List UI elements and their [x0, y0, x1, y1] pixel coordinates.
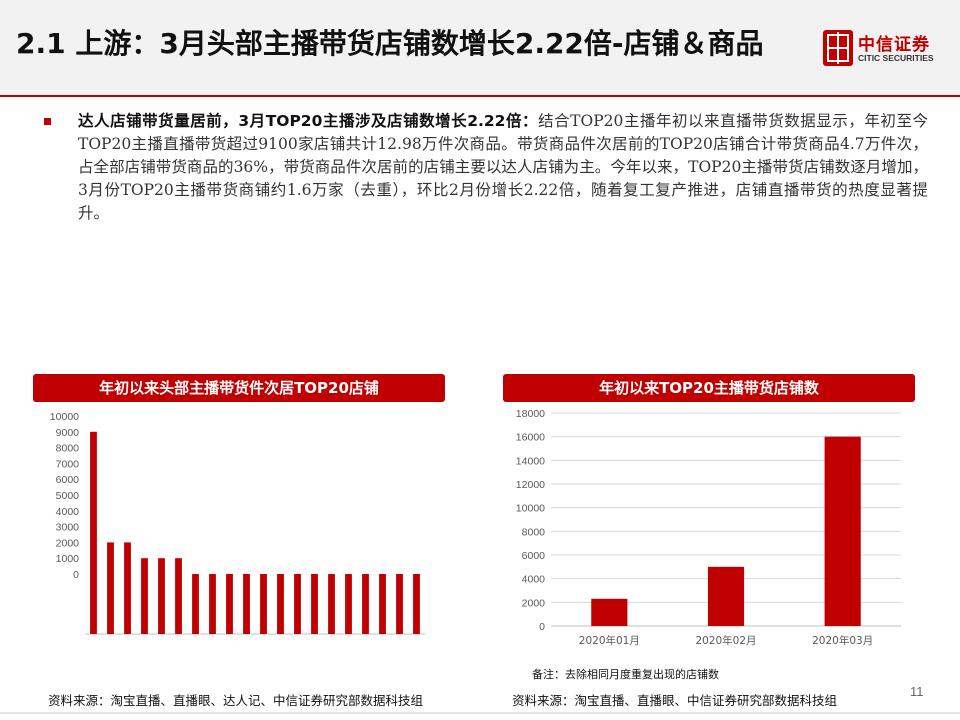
chart-note: 备注：去除相同月度重复出现的店铺数	[532, 668, 719, 681]
bar	[209, 574, 216, 634]
y-tick-label: 12000	[516, 479, 545, 491]
x-tick-label: 2020年03月	[812, 634, 873, 647]
left-source: 资料来源：淘宝直播、直播眼、达人记、中信证券研究部数据科技组	[48, 693, 424, 708]
right-chart-title: 年初以来TOP20主播带货店铺数	[503, 374, 915, 402]
bar	[124, 542, 131, 634]
y-tick-label: 8000	[56, 443, 80, 455]
bar	[294, 574, 301, 634]
logo-chinese-name: 中信证券	[858, 35, 930, 55]
left-bar-chart: 0 1000 2000 3000 4000 5000 6000 7000 8000 9000 100…	[50, 411, 425, 635]
y-tick-label: 4000	[56, 506, 80, 518]
bullet-square-icon	[44, 118, 51, 125]
bar	[192, 574, 199, 634]
bar	[345, 574, 352, 634]
logo-english-name: CITIC SECURITIES	[858, 53, 934, 63]
right-bar-chart: 0 2000 4000 6000 8000 10000 12000 14000 16000 180…	[516, 408, 901, 647]
y-tick-label: 10000	[516, 503, 545, 515]
company-logo: 中信证券 CITIC SECURITIES	[822, 26, 952, 70]
bullet-body: 结合TOP20主播年初以来直播带货数据显示，年初至今TOP20主播直播带货超过9…	[78, 112, 928, 222]
y-tick-label: 1000	[56, 553, 80, 565]
x-tick-label: 2020年01月	[579, 634, 640, 647]
bar	[707, 566, 745, 626]
bar	[311, 574, 318, 634]
y-tick-label: 3000	[56, 522, 80, 534]
header-divider	[0, 95, 960, 97]
bar	[824, 436, 861, 626]
x-tick-label: 2020年02月	[695, 634, 756, 647]
bar	[141, 558, 148, 634]
y-tick-label: 4000	[522, 574, 546, 586]
bar	[226, 574, 233, 634]
y-tick-label: 8000	[522, 526, 546, 538]
page-number: 11	[910, 684, 924, 699]
bar	[175, 558, 182, 634]
bar	[413, 574, 420, 634]
footer-divider	[0, 712, 960, 714]
y-tick-label: 9000	[56, 427, 80, 439]
y-tick-label: 18000	[516, 408, 545, 420]
bullet-lead: 达人店铺带货量居前，3月TOP20主播涉及店铺数增长2.22倍：	[78, 112, 539, 130]
citic-seal-icon	[823, 30, 853, 66]
y-tick-label: 6000	[522, 550, 546, 562]
y-tick-label: 6000	[56, 474, 80, 486]
bar	[591, 598, 628, 626]
bar	[379, 574, 386, 634]
bar	[90, 431, 97, 634]
bar	[396, 574, 403, 634]
y-tick-label: 14000	[516, 455, 545, 467]
slide-header: 2.1 上游：3月头部主播带货店铺数增长2.22倍-店铺＆商品 中信证券 CIT…	[0, 0, 960, 96]
bar	[107, 542, 114, 634]
y-tick-label: 10000	[50, 411, 79, 423]
bar	[158, 558, 165, 634]
y-tick-label: 16000	[516, 432, 545, 444]
left-chart-title: 年初以来头部主播带货件次居TOP20店铺	[33, 374, 445, 402]
y-tick-label: 2000	[56, 537, 80, 549]
y-tick-label: 2000	[522, 597, 546, 609]
bar	[260, 574, 267, 634]
bar	[243, 574, 250, 634]
bullet-paragraph: 达人店铺带货量居前，3月TOP20主播涉及店铺数增长2.22倍：结合TOP20主…	[78, 110, 928, 225]
y-tick-label: 0	[539, 621, 545, 633]
right-source: 资料来源：淘宝直播、直播眼、中信证券研究部数据科技组	[512, 693, 838, 708]
y-tick-label: 0	[73, 569, 79, 581]
bar	[277, 574, 284, 634]
y-tick-label: 5000	[56, 490, 80, 502]
bar	[328, 574, 335, 634]
bar	[362, 574, 369, 634]
slide-title: 2.1 上游：3月头部主播带货店铺数增长2.22倍-店铺＆商品	[16, 27, 764, 60]
y-tick-label: 7000	[56, 458, 80, 470]
